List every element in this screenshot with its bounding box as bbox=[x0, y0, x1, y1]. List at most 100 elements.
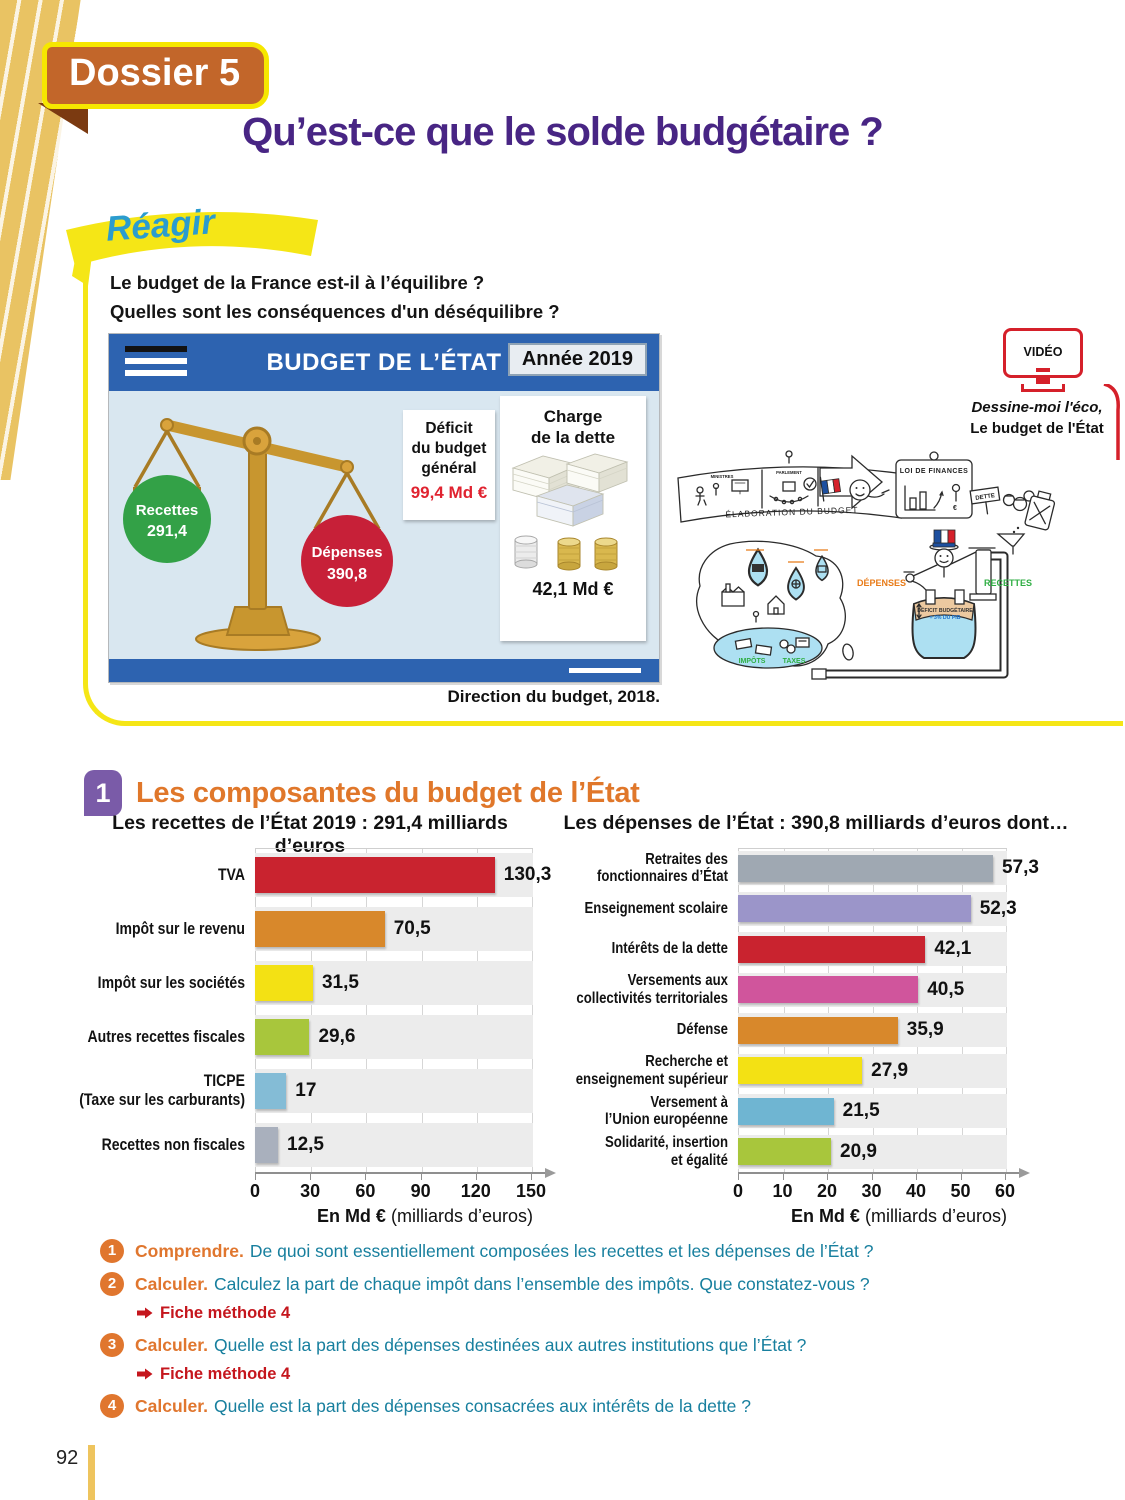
chart-value-label: 21,5 bbox=[842, 1100, 880, 1122]
question-number-badge: 3 bbox=[100, 1333, 124, 1357]
question-number-badge: 2 bbox=[100, 1272, 124, 1296]
chart-value-label: 35,9 bbox=[906, 1019, 944, 1041]
question-2: 2 Calculer. Calculez la part de chaque i… bbox=[100, 1272, 1112, 1296]
chart-tick-mark bbox=[1005, 1174, 1006, 1180]
chart-category-label: Recettes non fiscales bbox=[101, 1135, 245, 1154]
chart-bar bbox=[255, 1019, 310, 1055]
question-text: Quelle est la part des dépenses destinée… bbox=[213, 1335, 807, 1355]
axis-caption-rest: (milliards d’euros) bbox=[385, 1206, 533, 1226]
chart-row: Retraites des fonctionnaires d’État 57,3 bbox=[560, 848, 1039, 889]
chart-gridline bbox=[311, 849, 313, 1172]
chart-tick-mark bbox=[738, 1174, 739, 1180]
chart-gridline bbox=[872, 849, 874, 1172]
fiche-methode-label: Fiche méthode 4 bbox=[160, 1365, 291, 1383]
chart-x-axis: 0 10 20 30 40 50 60 En Md € (milliards d’euros) bbox=[560, 1168, 1072, 1232]
deficit-line2: du budget bbox=[411, 440, 487, 457]
axis-caption-unit: En Md € bbox=[790, 1206, 860, 1226]
chart-category-label: Enseignement scolaire bbox=[584, 899, 728, 917]
chart-row: TICPE (Taxe sur les carburants) 17 bbox=[75, 1064, 533, 1118]
depenses-label: Dépenses bbox=[312, 544, 383, 561]
fiche-methode-link[interactable]: Fiche méthode 4 bbox=[137, 1302, 1112, 1324]
chart-row: Solidarité, insertion et égalité 20,9 bbox=[560, 1132, 1007, 1173]
axis-caption-unit: En Md € bbox=[316, 1206, 386, 1226]
video-label: VIDÉO bbox=[1023, 345, 1063, 359]
monitor-icon[interactable]: VIDÉO bbox=[1003, 328, 1083, 378]
reagir-questions: Le budget de la France est-il à l’équili… bbox=[110, 268, 560, 326]
chart-gridline bbox=[783, 849, 785, 1172]
chart-row: Impôt sur le revenu 70,5 bbox=[75, 902, 533, 956]
chart-plot-area: Retraites des fonctionnaires d’État 57,3 E… bbox=[560, 848, 1039, 1173]
chart-plot-area: TVA 130,3 Impôt sur le revenu 70,5 Impôt sur… bbox=[75, 848, 551, 1172]
chart-category-label: Solidarité, insertion et égalité bbox=[605, 1134, 728, 1169]
reagir-frame-line bbox=[83, 250, 1123, 726]
section-title: Les composantes du budget de l’État bbox=[136, 777, 640, 809]
chart-gridlines bbox=[255, 848, 533, 1172]
chart-bar bbox=[255, 1073, 287, 1109]
chart-tick-label: 50 bbox=[950, 1181, 971, 1201]
question-lead: Calculer. bbox=[135, 1274, 208, 1294]
page-title: Qu’est-ce que le solde budgétaire ? bbox=[242, 110, 884, 154]
chart-category-label: Intérêts de la dette bbox=[611, 940, 728, 958]
arrow-right-icon bbox=[137, 1307, 153, 1319]
video-widget[interactable]: VIDÉO Dessine-moi l'éco, Le budget de l'… bbox=[958, 328, 1125, 460]
question-number-badge: 4 bbox=[100, 1394, 124, 1418]
chart-row: Défense 35,9 bbox=[560, 1010, 1007, 1051]
infographic-body: Recettes 291,4 Dépenses 390,8 Déficit du… bbox=[109, 391, 659, 659]
question-number-badge: 1 bbox=[100, 1239, 124, 1263]
recettes-label: Recettes bbox=[136, 502, 199, 519]
chart-category-label: Versement à l’Union européenne bbox=[605, 1093, 728, 1129]
cartoon-taxes-label: TAXES bbox=[783, 658, 806, 665]
chart-row: Intérêts de la dette 42,1 bbox=[560, 929, 1007, 970]
charge-line1: Charge bbox=[543, 407, 603, 426]
chart-tick-mark bbox=[255, 1174, 256, 1180]
chart-bar bbox=[738, 1138, 831, 1166]
chart-value-label: 29,6 bbox=[318, 1026, 356, 1047]
chart-tick-mark bbox=[871, 1174, 873, 1180]
chart-bar bbox=[255, 911, 385, 947]
chart-row: Versements aux collectivités territorial… bbox=[560, 970, 1007, 1011]
chart-category-label: Impôt sur les sociétés bbox=[97, 973, 245, 992]
chart-axis-caption: En Md € (milliards d’euros) bbox=[75, 1206, 533, 1227]
chart-value-label: 31,5 bbox=[321, 972, 359, 993]
reagir-question-2: Quelles sont les conséquences d'un déséq… bbox=[110, 301, 560, 322]
chart-value-label: 42,1 bbox=[934, 938, 972, 960]
source-caption: Direction du budget, 2018. bbox=[447, 687, 660, 706]
chart-tick-label: 20 bbox=[816, 1181, 838, 1201]
year-badge: Année 2019 bbox=[507, 343, 647, 376]
cartoon-banner-title: ÉLABORATION DU BUDGET bbox=[725, 505, 859, 520]
chart-axis-line bbox=[255, 1172, 547, 1174]
chart-row: Recherche et enseignement supérieur 27,9 bbox=[560, 1051, 1007, 1092]
chart-tick-label: 60 bbox=[994, 1181, 1016, 1201]
cartoon-deficit-label: DÉFICIT BUDGÉTAIRE bbox=[917, 606, 973, 614]
chart-tick-mark bbox=[365, 1174, 367, 1180]
chart-category-label: TICPE (Taxe sur les carburants) bbox=[79, 1072, 245, 1109]
deficit-value: 99,4 Md € bbox=[410, 483, 488, 502]
dossier-badge: Dossier 5 bbox=[42, 42, 270, 109]
question-lead: Calculer. bbox=[135, 1396, 208, 1416]
deficit-card: Déficit du budget général 99,4 Md € bbox=[403, 410, 495, 520]
cartoon-depenses-label: DÉPENSES bbox=[857, 578, 906, 588]
question-lead: Comprendre. bbox=[135, 1241, 244, 1261]
chart-category-label: Recherche et enseignement supérieur bbox=[575, 1053, 728, 1088]
chart-gridline bbox=[917, 849, 918, 1172]
chart-gridline bbox=[532, 849, 533, 1172]
chart-gridline bbox=[476, 849, 478, 1172]
chart-tick-label: 0 bbox=[732, 1181, 744, 1201]
chart-gridline bbox=[961, 849, 963, 1172]
charge-value: 42,1 Md € bbox=[532, 579, 614, 599]
chart-category-label: Autres recettes fiscales bbox=[87, 1027, 245, 1046]
cartoon-euro-symbol: € bbox=[953, 505, 957, 512]
cartoon-pib-label: = 3% DU PIB bbox=[930, 615, 961, 621]
chart-row: Impôt sur les sociétés 31,5 bbox=[75, 956, 533, 1010]
reagir-question-1: Le budget de la France est-il à l’équili… bbox=[110, 272, 485, 293]
depenses-bar-chart: Les dépenses de l’État : 390,8 milliards… bbox=[560, 812, 1072, 1232]
page-number: 92 bbox=[56, 1447, 79, 1469]
chart-row: Recettes non fiscales 12,5 bbox=[75, 1118, 533, 1172]
chart-bar bbox=[738, 935, 926, 963]
chart-gridline bbox=[421, 849, 423, 1172]
chart-bar bbox=[738, 895, 971, 923]
video-caption-line1: Dessine-moi l'éco, bbox=[971, 399, 1103, 416]
fiche-methode-link[interactable]: Fiche méthode 4 bbox=[137, 1363, 1112, 1385]
arrow-right-icon bbox=[137, 1368, 153, 1380]
